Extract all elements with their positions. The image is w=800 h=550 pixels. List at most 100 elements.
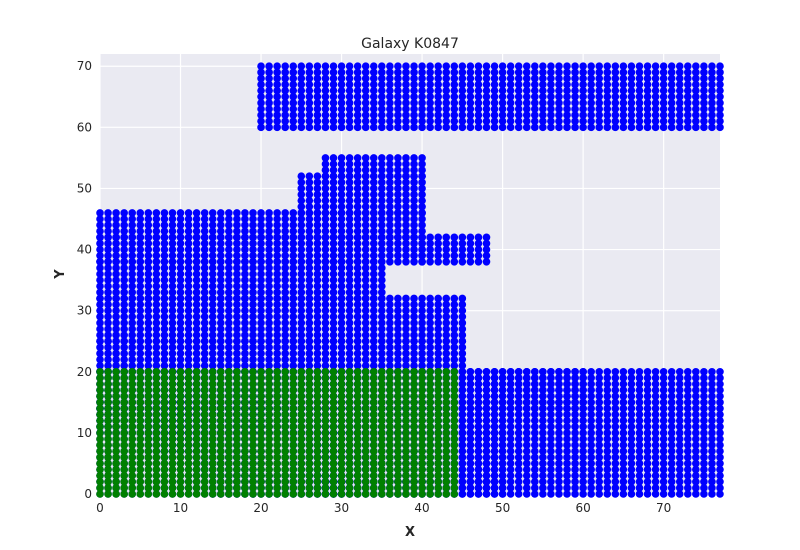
data-point (627, 123, 636, 132)
data-point (595, 62, 604, 71)
data-point (289, 276, 298, 284)
data-point (450, 111, 459, 119)
data-point (241, 215, 249, 223)
data-point (700, 435, 708, 443)
data-point (506, 99, 515, 107)
data-point (450, 233, 459, 242)
data-point (386, 215, 394, 223)
data-point (176, 361, 185, 370)
data-point (241, 245, 249, 254)
data-point (498, 422, 507, 431)
data-point (176, 239, 185, 248)
data-point (200, 227, 209, 236)
data-point (241, 257, 249, 266)
data-point (643, 477, 652, 486)
data-point (611, 74, 620, 83)
data-point (192, 361, 201, 370)
data-point (571, 117, 579, 126)
data-point (265, 123, 273, 132)
data-point (611, 380, 620, 388)
data-point (313, 325, 322, 333)
data-point (675, 471, 684, 480)
data-point (635, 123, 644, 132)
data-point (595, 441, 604, 449)
data-point (434, 245, 442, 254)
data-point (426, 105, 434, 113)
data-point (112, 319, 120, 327)
data-point (361, 312, 370, 321)
data-point (700, 398, 708, 407)
data-point (386, 343, 394, 352)
data-point (386, 62, 394, 71)
data-point (257, 294, 265, 303)
data-point (345, 123, 354, 132)
data-point (410, 239, 418, 248)
data-point (321, 215, 330, 223)
data-point (281, 282, 289, 291)
data-point (418, 111, 426, 119)
data-point (386, 300, 394, 309)
data-point (522, 117, 531, 126)
data-point (692, 105, 700, 113)
data-point (152, 233, 161, 242)
data-point (434, 86, 442, 95)
data-point (305, 105, 314, 113)
data-point (659, 62, 668, 71)
data-point (337, 337, 346, 346)
data-point (659, 410, 668, 419)
data-point (571, 477, 579, 486)
data-point (378, 276, 386, 284)
data-point (345, 105, 354, 113)
data-point (208, 361, 217, 370)
data-point (450, 312, 459, 321)
data-point (490, 392, 499, 401)
data-point (321, 184, 330, 193)
data-point (627, 435, 636, 443)
data-point (611, 86, 620, 95)
data-point (378, 86, 386, 95)
data-point (305, 92, 314, 101)
data-point (643, 86, 652, 95)
data-point (667, 490, 676, 498)
data-point (587, 484, 595, 492)
data-point (216, 251, 225, 260)
data-point (257, 276, 265, 284)
data-point (281, 264, 289, 272)
data-point (692, 435, 700, 443)
data-point (160, 349, 169, 358)
data-point (498, 117, 507, 126)
data-point (522, 490, 531, 498)
data-point (265, 105, 273, 113)
data-point (104, 337, 112, 346)
data-point (192, 288, 201, 297)
data-point (708, 62, 716, 71)
data-point (289, 355, 298, 364)
data-point (651, 74, 660, 83)
data-point (410, 123, 418, 132)
data-point (225, 251, 233, 260)
data-point (667, 80, 676, 89)
data-point (555, 68, 563, 77)
data-point (692, 80, 700, 89)
data-point (378, 74, 386, 83)
data-point (345, 276, 354, 284)
data-point (361, 306, 370, 315)
data-point (120, 264, 128, 272)
data-point (700, 105, 708, 113)
data-point (104, 245, 112, 254)
data-point (474, 239, 483, 248)
data-point (329, 74, 338, 83)
data-point (683, 429, 692, 437)
data-point (329, 257, 338, 266)
data-point (208, 209, 217, 217)
data-point (458, 441, 467, 449)
data-point (531, 484, 539, 492)
data-point (627, 86, 636, 95)
data-point (144, 361, 153, 370)
data-point (297, 74, 306, 83)
data-point (506, 386, 515, 394)
data-point (257, 80, 265, 89)
data-point (531, 74, 539, 83)
data-point (418, 245, 426, 254)
data-point (635, 429, 644, 437)
